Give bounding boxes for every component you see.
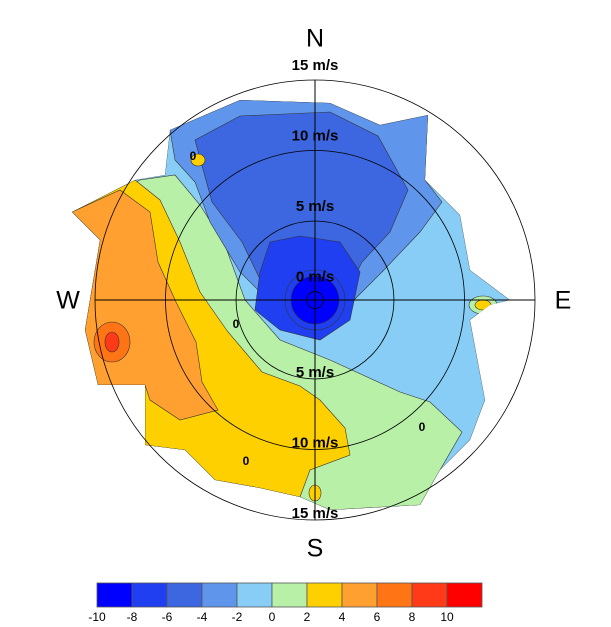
colorbar-tick-label: -10	[88, 610, 106, 624]
contour-region	[72, 189, 219, 421]
colorbar-box	[376, 582, 413, 608]
colorbar-box	[201, 582, 238, 608]
grid-circle	[94, 79, 536, 521]
r-tick-label: 15 m/s	[292, 57, 339, 74]
r-tick-label: 5 m/s	[296, 198, 334, 215]
colorbar-box	[446, 582, 483, 608]
r-tick-label: 0 m/s	[296, 269, 334, 286]
colorbar-tick-label: -2	[232, 610, 243, 624]
colorbar-tick-label: -6	[162, 610, 173, 624]
labels: 0 m/s 5 m/s 5 m/s 10 m/s 10 m/s 15 m/s 15 m/s N…	[56, 25, 571, 563]
polar-grid	[94, 79, 536, 521]
compass-label: E	[555, 287, 572, 315]
colorbar-box	[236, 582, 273, 608]
contour-label: 0	[243, 454, 250, 468]
r-tick-label: 5 m/s	[296, 364, 334, 381]
grid-circle	[235, 220, 395, 380]
colorbar-box	[131, 582, 168, 608]
colorbar-tick-label: 8	[409, 610, 416, 624]
colorbar-tick-label: 0	[269, 610, 276, 624]
grid-circle	[306, 291, 324, 309]
contour-label: 0	[190, 149, 197, 163]
r-tick-label: 15 m/s	[292, 505, 339, 522]
colorbar-tick-label: -8	[127, 610, 138, 624]
contour-region	[190, 153, 206, 167]
colorbar-box	[271, 582, 308, 608]
r-tick-label: 10 m/s	[292, 434, 339, 451]
contour-region	[104, 331, 120, 353]
contour-label: 0	[419, 420, 426, 434]
colorbar-tick-label: 2	[304, 610, 311, 624]
grid-circle	[165, 150, 465, 450]
colorbar-box	[166, 582, 203, 608]
colorbar-tick-label: 10	[440, 610, 454, 624]
contour-region	[474, 299, 492, 311]
colorbar-box	[306, 582, 343, 608]
colorbar-box	[341, 582, 378, 608]
colorbar-box	[96, 582, 133, 608]
compass-label: S	[307, 535, 324, 563]
contour-field	[72, 100, 510, 510]
contour-label: 0	[233, 317, 240, 331]
colorbar-tick-label: -4	[197, 610, 208, 624]
colorbar-tick-label: 4	[339, 610, 346, 624]
compass-label: W	[56, 287, 80, 315]
compass-label: N	[306, 25, 324, 53]
colorbar-tick-label: 6	[374, 610, 381, 624]
colorbar-box	[411, 582, 448, 608]
r-tick-label: 10 m/s	[292, 127, 339, 144]
colorbar: -10 -8 -6 -4 -2 0 2 4 6 8 10	[88, 582, 483, 624]
